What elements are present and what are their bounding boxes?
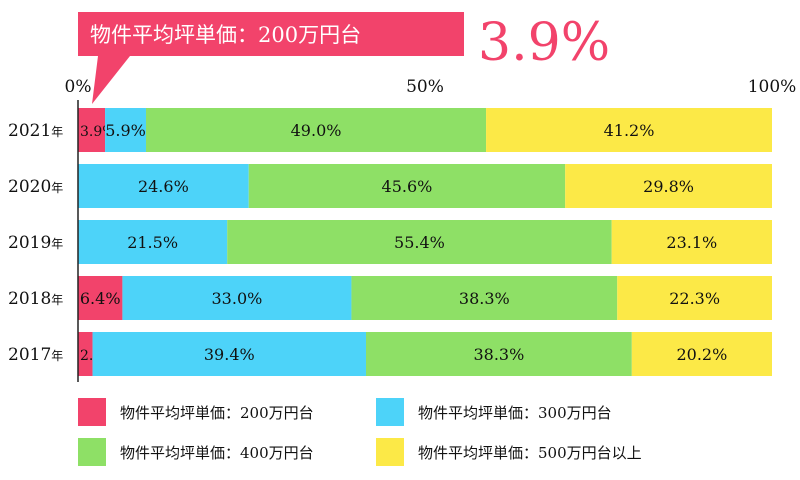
legend-item-500: 物件平均坪単価：500万円台以上: [376, 438, 642, 466]
category-label: 2018年: [8, 289, 63, 309]
bar-segment: [351, 276, 618, 320]
data-label: 38.3%: [473, 345, 524, 364]
legend-item-300: 物件平均坪単価：300万円台: [376, 398, 612, 426]
data-label: 24.6%: [138, 177, 189, 196]
bar-segment: [248, 164, 566, 208]
legend-item-400: 物件平均坪単価：400万円台: [78, 438, 314, 466]
legend-swatch-300: [376, 398, 404, 426]
x-tick-label: 0%: [65, 77, 92, 97]
bar-segment: [146, 108, 487, 152]
x-tick-label: 100%: [748, 77, 797, 97]
category-label: 2020年: [8, 177, 63, 197]
bar-segment: [631, 332, 772, 376]
legend-item-200: 物件平均坪単価：200万円台: [78, 398, 314, 426]
data-label: 21.5%: [127, 233, 178, 252]
data-label: 45.6%: [382, 177, 433, 196]
x-tick-label: 50%: [406, 77, 444, 97]
data-label: 29.8%: [643, 177, 694, 196]
legend-swatch-400: [78, 438, 106, 466]
bar-segment: [366, 332, 632, 376]
legend-swatch-200: [78, 398, 106, 426]
category-label: 2021年: [8, 121, 63, 141]
bar-segment: [78, 108, 106, 152]
data-label: 20.2%: [676, 345, 727, 364]
data-label: 23.1%: [666, 233, 717, 252]
bar-segment: [565, 164, 772, 208]
bar-segment: [617, 276, 772, 320]
bar-segment: [227, 220, 612, 264]
bar-segment: [611, 220, 772, 264]
legend-label-500: 物件平均坪単価：500万円台以上: [418, 443, 642, 462]
callout-value: 3.9%: [478, 13, 610, 73]
callout-box: [78, 12, 464, 56]
bar-segment: [78, 332, 93, 376]
category-label: 2017年: [8, 345, 63, 365]
bar-segment: [78, 164, 249, 208]
legend-swatch-500: [376, 438, 404, 466]
category-label: 2019年: [8, 233, 63, 253]
legend-label-300: 物件平均坪単価：300万円台: [418, 403, 612, 422]
data-label: 22.3%: [669, 289, 720, 308]
data-label: 41.2%: [604, 121, 655, 140]
legend-label-400: 物件平均坪単価：400万円台: [120, 443, 314, 462]
bar-segment: [122, 276, 352, 320]
data-label: 55.4%: [394, 233, 445, 252]
bar-segment: [105, 108, 147, 152]
legend-label-200: 物件平均坪単価：200万円台: [120, 403, 314, 422]
data-label: 39.4%: [204, 345, 255, 364]
data-label: 5.9%: [105, 121, 146, 140]
bar-segment: [92, 332, 367, 376]
bar-segment: [486, 108, 772, 152]
data-label: 6.4%: [80, 289, 121, 308]
data-label: 49.0%: [291, 121, 342, 140]
data-label: 33.0%: [212, 289, 263, 308]
callout-pointer: [92, 56, 130, 104]
bar-segment: [78, 276, 123, 320]
callout-label: 物件平均坪単価：200万円台: [90, 23, 361, 47]
bar-segment: [78, 220, 228, 264]
data-label: 38.3%: [459, 289, 510, 308]
